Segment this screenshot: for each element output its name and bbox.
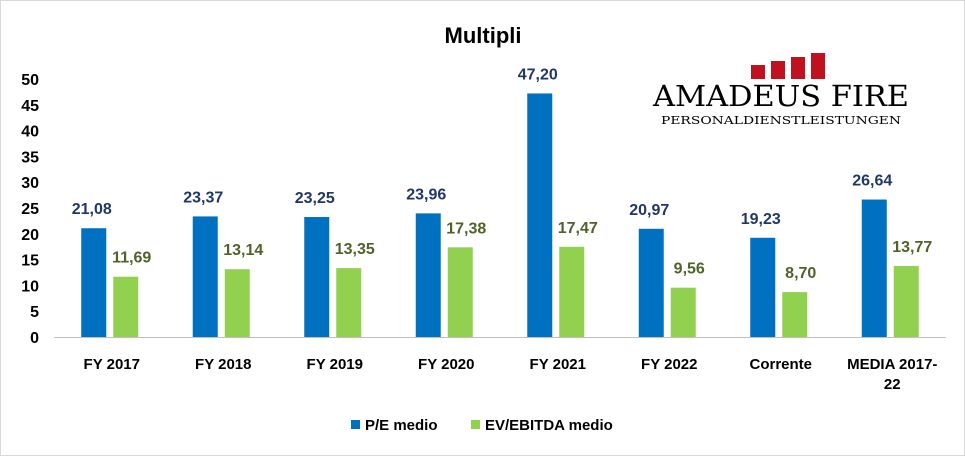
bar-ev-ebitda-medio	[893, 265, 919, 337]
bar-pe-medio	[81, 228, 107, 337]
logo-block	[771, 61, 785, 79]
data-label: 13,77	[892, 239, 932, 256]
legend-swatch	[471, 420, 480, 429]
bar-ev-ebitda-medio	[447, 247, 473, 337]
data-label: 9,56	[674, 261, 705, 278]
x-axis: FY 2017 FY 2018 FY 2019 FY 2020 FY 2021 FY 20…	[54, 337, 946, 393]
legend-label: P/E medio	[365, 417, 438, 434]
legend-swatch	[351, 420, 360, 429]
bar-pe-medio	[750, 237, 776, 337]
bar-ev-ebitda-medio	[670, 287, 696, 337]
bar-pe-medio	[527, 93, 553, 337]
y-tick-label: 15	[21, 253, 39, 270]
bar-ev-ebitda-medio	[224, 269, 250, 337]
bar-pe-medio	[861, 199, 887, 337]
bar-ev-ebitda-medio	[113, 276, 139, 337]
data-label: 17,38	[446, 220, 486, 237]
bar-ev-ebitda-medio	[782, 292, 808, 337]
data-label: 8,70	[785, 265, 816, 282]
data-label: 11,69	[112, 250, 151, 267]
y-tick-label: 30	[21, 175, 39, 192]
bar-pe-medio	[415, 213, 441, 337]
logo-tagline: PERSONALDIENSTLEISTUNGEN	[661, 114, 901, 127]
logo-name: AMADEUS FIRE	[652, 79, 909, 113]
y-axis: 0 5 10 15 20 25 30 35 40 45 50	[21, 72, 39, 347]
bar-pe-medio	[638, 228, 664, 337]
bar-pe-medio	[304, 217, 330, 337]
data-label: 26,64	[852, 173, 892, 190]
x-tick-label: FY 2019	[307, 356, 363, 373]
data-label: 13,14	[223, 242, 263, 259]
x-tick-label: FY 2020	[418, 356, 474, 373]
amadeus-fire-logo: AMADEUS FIRE PERSONALDIENSTLEISTUNGEN	[651, 51, 911, 131]
y-tick-label: 50	[21, 72, 39, 89]
y-tick-label: 25	[21, 201, 39, 218]
y-tick-label: 0	[30, 330, 39, 347]
data-label: 17,47	[558, 220, 598, 237]
data-label: 13,35	[335, 241, 375, 258]
legend: P/E medio EV/EBITDA medio	[351, 417, 613, 434]
bar-ev-ebitda-medio	[336, 268, 362, 337]
bars	[81, 93, 919, 337]
y-tick-label: 20	[21, 227, 39, 244]
x-tick-label: Corrente	[749, 356, 812, 373]
chart-title: Multipli	[445, 23, 522, 48]
legend-label: EV/EBITDA medio	[485, 417, 613, 434]
x-tick-label: FY 2018	[195, 356, 251, 373]
data-label: 23,37	[183, 189, 223, 206]
data-label: 20,97	[629, 202, 669, 219]
bar-pe-medio	[192, 216, 218, 337]
y-tick-label: 35	[21, 149, 39, 166]
value-labels: 21,08 11,69 23,37 13,14 23,25 13,35 23,9617,38…	[72, 66, 933, 282]
data-label: 47,20	[518, 66, 558, 83]
y-tick-label: 5	[30, 304, 39, 321]
logo-block	[751, 65, 765, 79]
data-label: 19,23	[741, 211, 781, 228]
data-label: 23,25	[295, 190, 335, 207]
x-tick-label: 22	[884, 376, 901, 393]
y-tick-label: 40	[21, 124, 39, 141]
y-tick-label: 10	[21, 278, 39, 295]
x-tick-label: MEDIA 2017-	[847, 356, 937, 373]
bar-ev-ebitda-medio	[559, 246, 585, 337]
x-tick-label: FY 2017	[84, 356, 140, 373]
logo-block	[811, 53, 825, 79]
y-tick-label: 45	[21, 98, 39, 115]
logo-blocks-icon	[751, 53, 825, 79]
data-label: 21,08	[72, 201, 112, 218]
logo-block	[791, 57, 805, 79]
x-tick-label: FY 2021	[530, 356, 586, 373]
data-label: 23,96	[406, 186, 446, 203]
x-tick-label: FY 2022	[641, 356, 697, 373]
